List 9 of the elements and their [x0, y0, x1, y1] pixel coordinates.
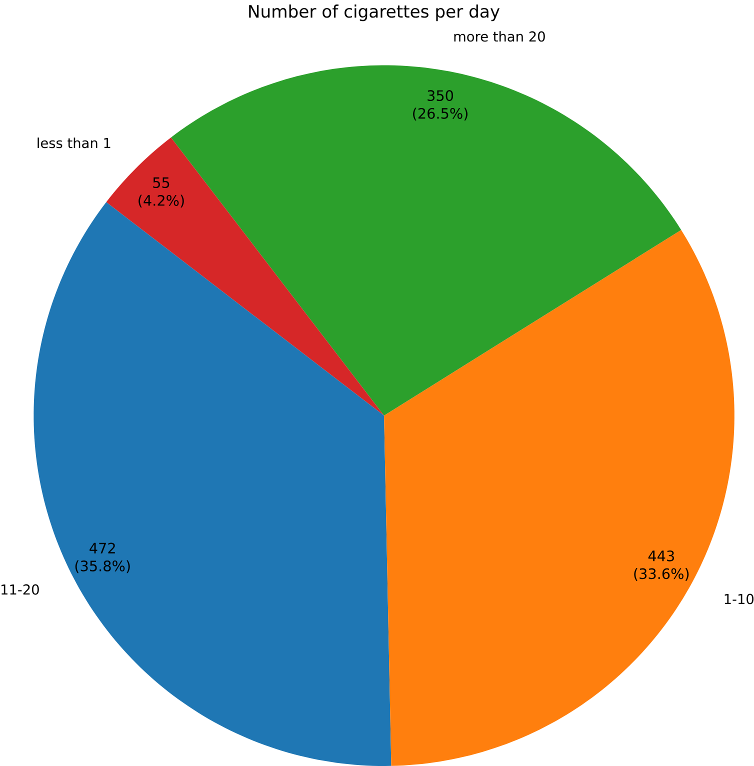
data-label: 55 (4.2%) [138, 177, 184, 208]
data-label: 443 (33.6%) [634, 550, 688, 581]
slice-label: less than 1 [37, 138, 110, 148]
slice-label: more than 20 [454, 31, 545, 42]
data-label: 472 (35.8%) [75, 542, 130, 574]
slice-label: 11-20 [1, 584, 39, 595]
slice-label: 1-10 [724, 594, 754, 604]
data-label: 350 (26.5%) [412, 90, 468, 121]
chart-title: Number of cigarettes per day [248, 4, 500, 22]
